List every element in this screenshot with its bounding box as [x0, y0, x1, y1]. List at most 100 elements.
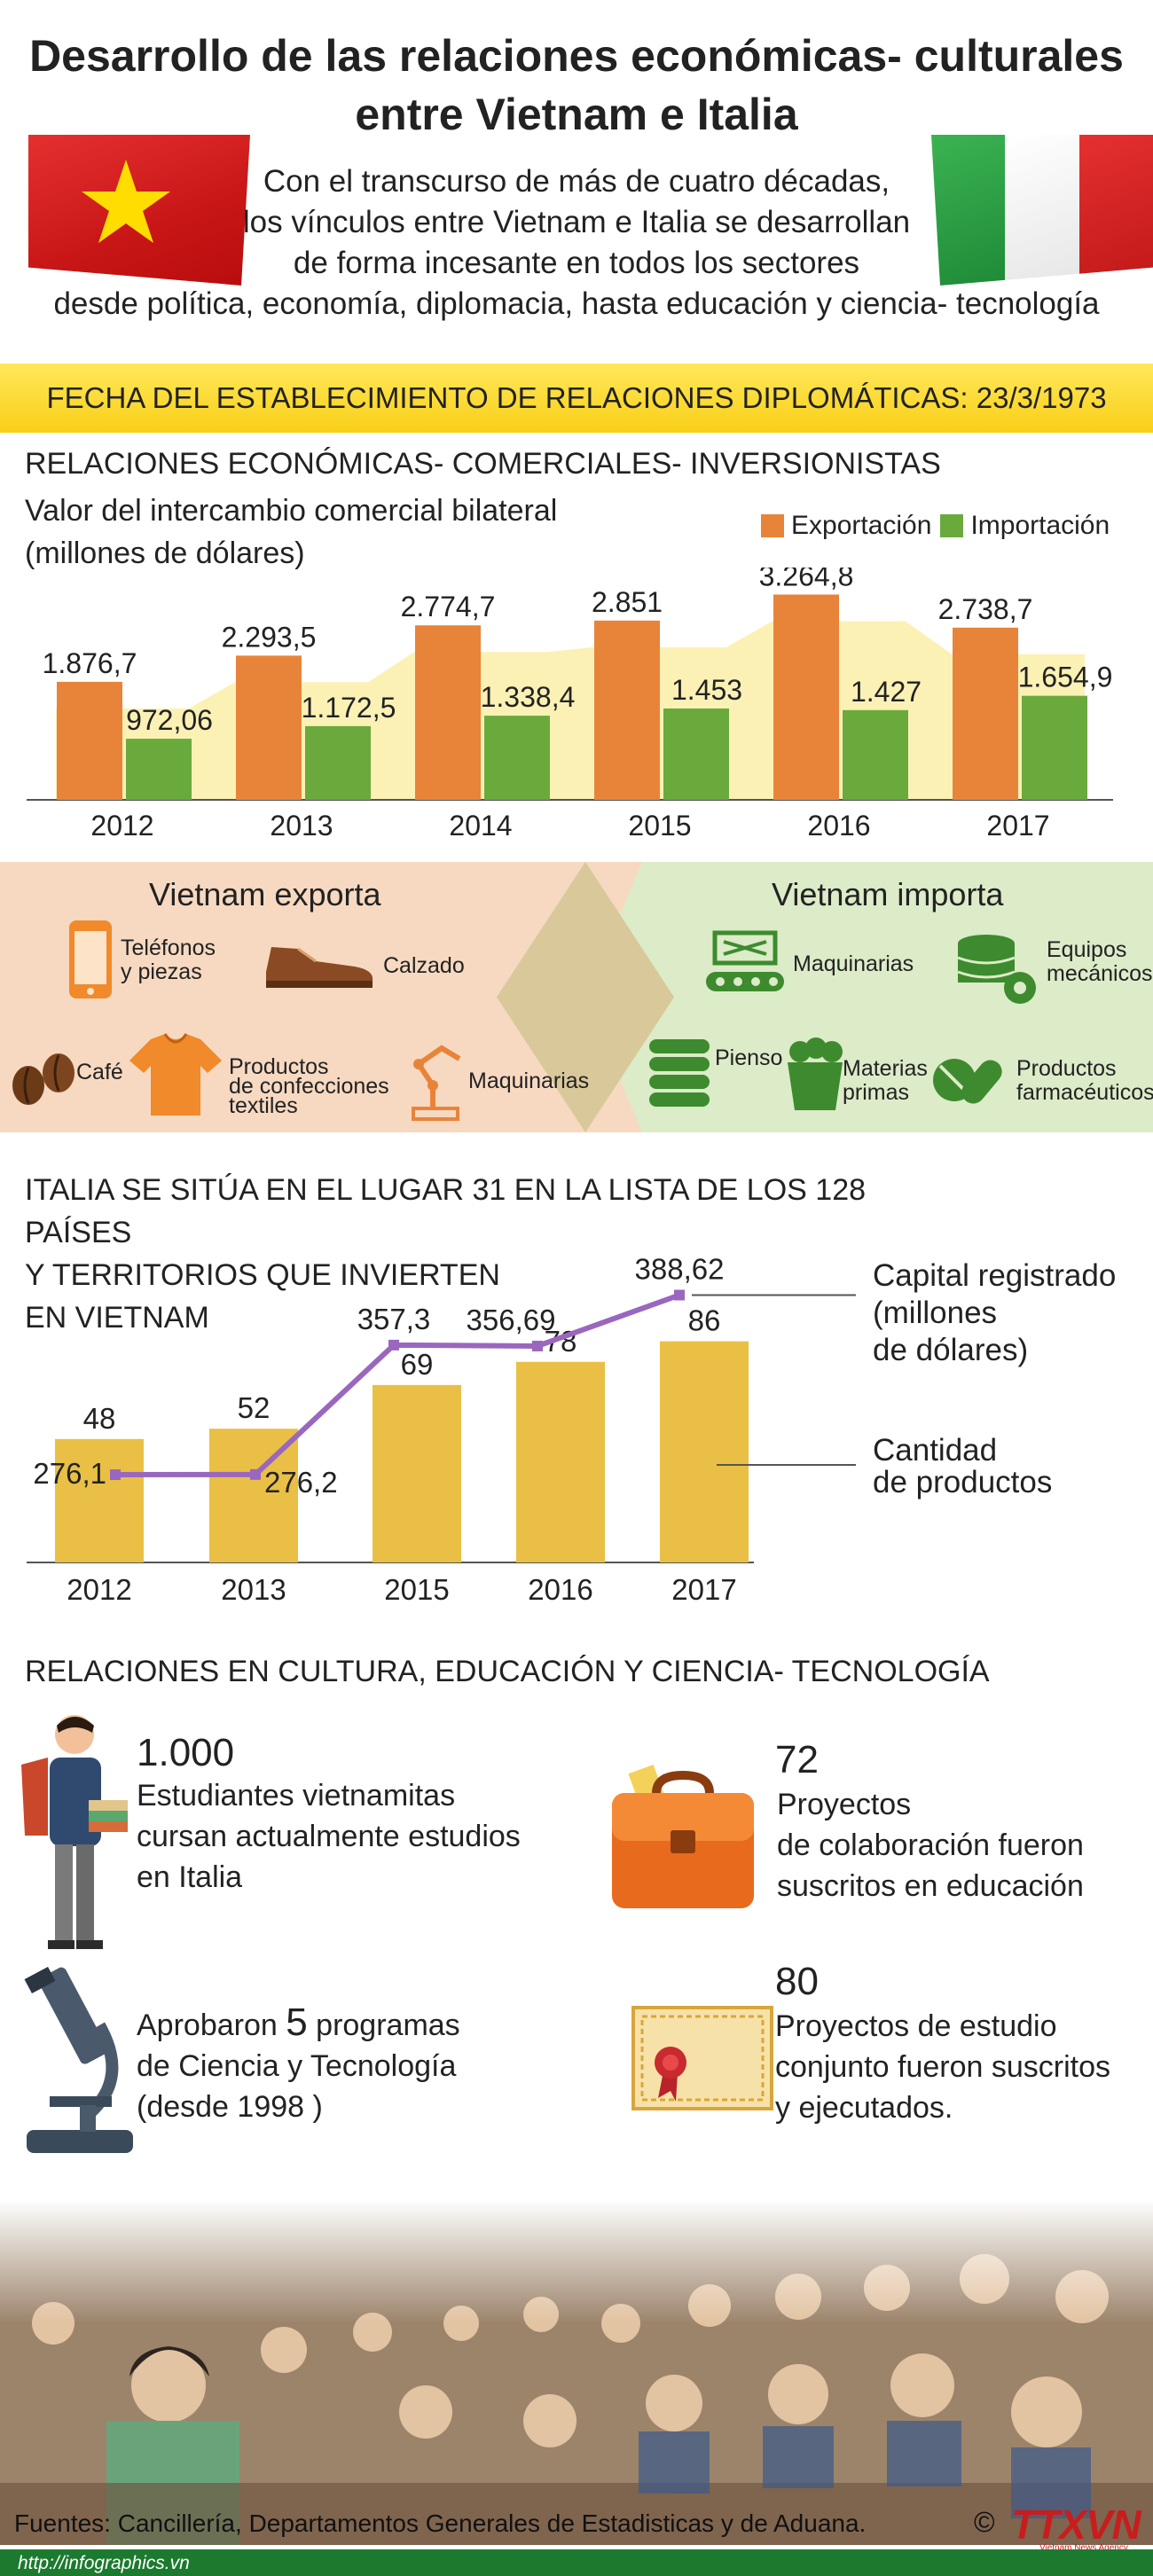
legend-import-label: Importación	[970, 511, 1110, 540]
bar-import-2012	[126, 739, 192, 800]
star-icon	[82, 160, 170, 243]
tick-2016: 2016	[528, 1573, 592, 1606]
capital-note: Capital registrado (millones de dólares)	[873, 1258, 1117, 1367]
import-pharma: Productos farmacéuticos	[1016, 1056, 1153, 1105]
product-label-2015: 69	[401, 1348, 434, 1381]
capital-label-2013: 276,2	[264, 1466, 338, 1499]
section-culture-title: RELACIONES EN CULTURA, EDUCACIÓN Y CIENC…	[25, 1655, 990, 1688]
footer-url[interactable]: http://infographics.vn	[18, 2553, 190, 2573]
export-shoes: Calzado	[383, 953, 465, 978]
bar-export-2016	[773, 594, 839, 800]
date-band	[0, 364, 1153, 433]
ttxvn-logo: TTXVN	[1011, 2502, 1141, 2548]
title-line-2: entre Vietnam e Italia	[355, 90, 798, 139]
bar-import-2016	[843, 709, 908, 800]
label-export-2017: 2.738,7	[938, 593, 1033, 625]
diplomatic-date: FECHA DEL ESTABLECIMIENTO DE RELACIONES …	[46, 381, 1107, 414]
section-investment-title: ITALIA SE SITÚA EN EL LUGAR 31 EN LA LIS…	[25, 1173, 867, 1335]
label-export-2014: 2.774,7	[401, 591, 496, 622]
tick-2015: 2015	[628, 810, 691, 842]
product-label-2017: 86	[688, 1304, 721, 1337]
projects-text: Proyectos de colaboración fueron suscrit…	[777, 1788, 1084, 1903]
capital-point-2016	[532, 1340, 543, 1351]
chart-legend: Exportación Importación	[761, 511, 1110, 541]
label-export-2013: 2.293,5	[222, 621, 317, 653]
tick-2013: 2013	[270, 810, 333, 842]
intro-text: Con el transcurso de más de cuatro décad…	[0, 161, 1153, 325]
intro-line-3: de forma incesante en todos los sectores	[293, 246, 860, 280]
export-title: Vietnam exporta	[149, 876, 381, 912]
bar-export-2017	[953, 627, 1018, 800]
product-bar-2012	[55, 1438, 144, 1562]
tick-2015: 2015	[384, 1573, 449, 1606]
bar-export-2015	[594, 620, 660, 800]
export-textiles: Productos de confecciones textiles	[229, 1054, 389, 1118]
coffee-icon	[9, 1046, 80, 1113]
certificate-icon	[631, 2006, 773, 2115]
tick-2017: 2017	[986, 810, 1049, 842]
microscope-icon	[14, 1963, 138, 2163]
product-bar-2017	[660, 1341, 749, 1562]
intro-line-1: Con el transcurso de más de cuatro décad…	[263, 164, 890, 199]
legend-export-swatch	[761, 514, 784, 537]
copyright-icon: ©	[974, 2506, 995, 2538]
robot-arm-icon	[406, 1041, 468, 1125]
bar-export-2012	[57, 681, 122, 800]
capital-point-2017	[674, 1289, 685, 1301]
feed-stack-icon	[647, 1036, 711, 1113]
gear-database-icon	[954, 931, 1043, 1015]
capital-point-2012	[110, 1469, 121, 1481]
photo-fade	[0, 2199, 1153, 2323]
product-bar-2015	[373, 1384, 461, 1562]
italy-flag-icon	[931, 135, 1153, 286]
programs-number: 5	[286, 2001, 308, 2044]
phone-icon	[67, 919, 114, 1005]
label-import-2015: 1.453	[671, 674, 742, 706]
intro-line-4: desde política, economía, diplomacia, ha…	[53, 286, 1100, 321]
tick-2016: 2016	[807, 810, 870, 842]
legend-import-swatch	[940, 514, 964, 537]
capital-point-2013	[250, 1468, 261, 1480]
label-import-2012: 972,06	[126, 704, 213, 736]
pills-icon	[931, 1050, 1011, 1111]
tick-2014: 2014	[449, 810, 512, 842]
capital-label-2016: 356,69	[467, 1304, 556, 1336]
projects-number: 72	[775, 1738, 819, 1781]
shirt-icon	[126, 1030, 225, 1124]
export-coffee: Café	[76, 1060, 123, 1084]
intro-line-2: los vínculos entre Vietnam e Italia se d…	[242, 205, 911, 239]
import-machinery: Maquinarias	[793, 951, 914, 976]
students-number: 1.000	[137, 1731, 235, 1774]
count-note: Cantidad de productos	[873, 1433, 1053, 1499]
programs-text: Aprobaron 5 programas de Ciencia y Tecno…	[137, 2001, 460, 2125]
footer-bar	[0, 2549, 1153, 2576]
trade-bar-chart: 1.876,7 972,06 2012 2.293,5 1.172,5 2013 2.774…	[27, 568, 1113, 842]
product-label-2013: 52	[238, 1391, 271, 1424]
trade-chart-subtitle: Valor del intercambio comercial bilatera…	[25, 489, 557, 575]
capital-point-2015	[388, 1339, 399, 1351]
ttxvn-logo-sub: Vietnam News Agency	[1039, 2543, 1128, 2553]
tick-2012: 2012	[67, 1573, 131, 1606]
label-import-2013: 1.172,5	[302, 692, 396, 724]
joint-number: 80	[775, 1960, 819, 2003]
chart-title: Valor del intercambio comercial bilatera…	[25, 494, 558, 528]
legend-export-label: Exportación	[791, 511, 932, 540]
tick-2013: 2013	[221, 1573, 286, 1606]
bar-export-2013	[236, 655, 302, 800]
bar-import-2015	[663, 708, 729, 800]
chart-unit: (millones de dólares)	[25, 536, 305, 570]
bar-export-2014	[415, 625, 481, 800]
import-materials: Materias primas	[843, 1056, 928, 1105]
tick-2017: 2017	[671, 1573, 736, 1606]
import-title: Vietnam importa	[772, 876, 1004, 912]
materials-basket-icon	[784, 1037, 846, 1116]
capital-label-2017: 388,62	[635, 1252, 725, 1285]
tick-2012: 2012	[90, 810, 153, 842]
bar-import-2014	[484, 716, 550, 800]
capital-label-2015: 357,3	[357, 1303, 431, 1335]
import-equipment: Equipos mecánicos	[1047, 937, 1153, 986]
title-line-1: Desarrollo de las relaciones económicas-…	[29, 31, 1124, 81]
sources-text: Fuentes: Cancillería, Departamentos Gene…	[14, 2509, 867, 2537]
programs-line-1: Aprobaron 5 programas	[137, 2001, 460, 2044]
